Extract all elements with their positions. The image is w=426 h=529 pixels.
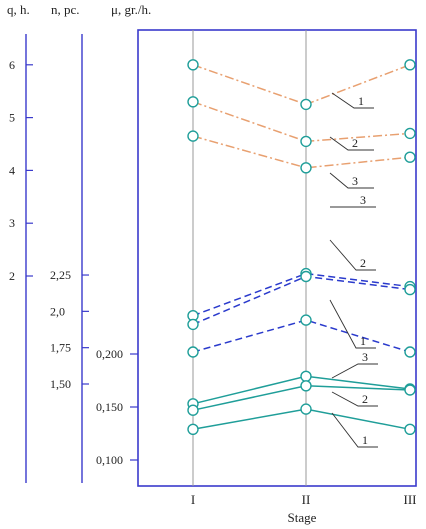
data-point-mu-1 [187,423,199,435]
data-point-q-1 [404,59,416,71]
series-label-q-1: 1 [358,94,364,108]
callout-line-mu-1 [331,412,378,448]
data-point-n-2 [404,283,416,296]
series-label-mu-3: 3 [362,350,368,364]
mu-axis-title: μ, gr./h. [111,2,151,17]
data-point-n-1 [187,346,199,358]
data-point-q-3 [404,151,416,163]
data-point-n-2 [300,270,312,283]
data-point-q-2 [404,127,416,140]
callout-line-mu-2 [331,391,378,407]
data-point-mu-1 [300,403,312,415]
x-axis-title: Stage [288,510,317,525]
series-line-n-3 [192,272,411,317]
series-line-q-1 [192,64,411,106]
series-label-n-3: 3 [360,193,366,207]
data-point-mu-2 [300,380,312,392]
n-tick-label: 2,25 [50,268,71,282]
callout-line-n-2 [329,239,376,271]
series-label-n-1: 1 [360,334,366,348]
data-point-q-1 [300,98,312,111]
q-axis-title: q, h. [7,2,30,17]
callout-line-q-1 [331,92,374,109]
series-line-q-3 [192,135,411,169]
data-point-mu-3 [300,370,312,382]
q-tick-label: 2 [9,269,15,283]
callout-line-n-1 [329,299,376,349]
mu-tick-label: 0,200 [96,347,123,361]
data-point-mu-1 [404,423,416,435]
series-label-q-2: 2 [352,136,358,150]
series-line-mu-3 [192,375,411,405]
data-point-q-2 [300,135,312,148]
mu-tick-label: 0,150 [96,400,123,414]
data-point-q-3 [187,130,199,142]
data-point-q-3 [300,162,312,174]
q-tick-label: 3 [9,216,15,230]
n-tick-label: 1,75 [50,341,71,355]
data-point-n-1 [404,346,416,358]
series-line-n-1 [192,319,411,353]
data-point-mu-2 [187,404,199,416]
callout-line-q-3 [329,172,374,189]
data-point-mu-2 [404,384,416,396]
n-axis-title: n, pc. [51,2,80,17]
q-tick-label: 5 [9,111,15,125]
q-tick-label: 4 [9,163,15,177]
n-tick-label: 1,50 [50,377,71,391]
stage-label-1: I [191,492,195,507]
stage-label-2: II [302,492,311,507]
series-label-q-3: 3 [352,174,358,188]
data-point-q-2 [187,96,199,108]
plot-frame [137,29,417,487]
data-point-q-1 [187,59,199,71]
data-point-n-1 [300,314,312,326]
q-tick-label: 6 [9,58,15,72]
data-point-n-2 [187,318,199,331]
series-label-n-2: 2 [360,256,366,270]
callout-line-q-2 [329,136,374,151]
mu-tick-label: 0,100 [96,453,123,467]
series-label-mu-2: 2 [362,392,368,406]
callout-line-mu-3 [331,363,378,379]
n-tick-label: 2,0 [50,304,65,318]
stage-label-3: III [404,492,417,507]
series-label-mu-1: 1 [362,433,368,447]
